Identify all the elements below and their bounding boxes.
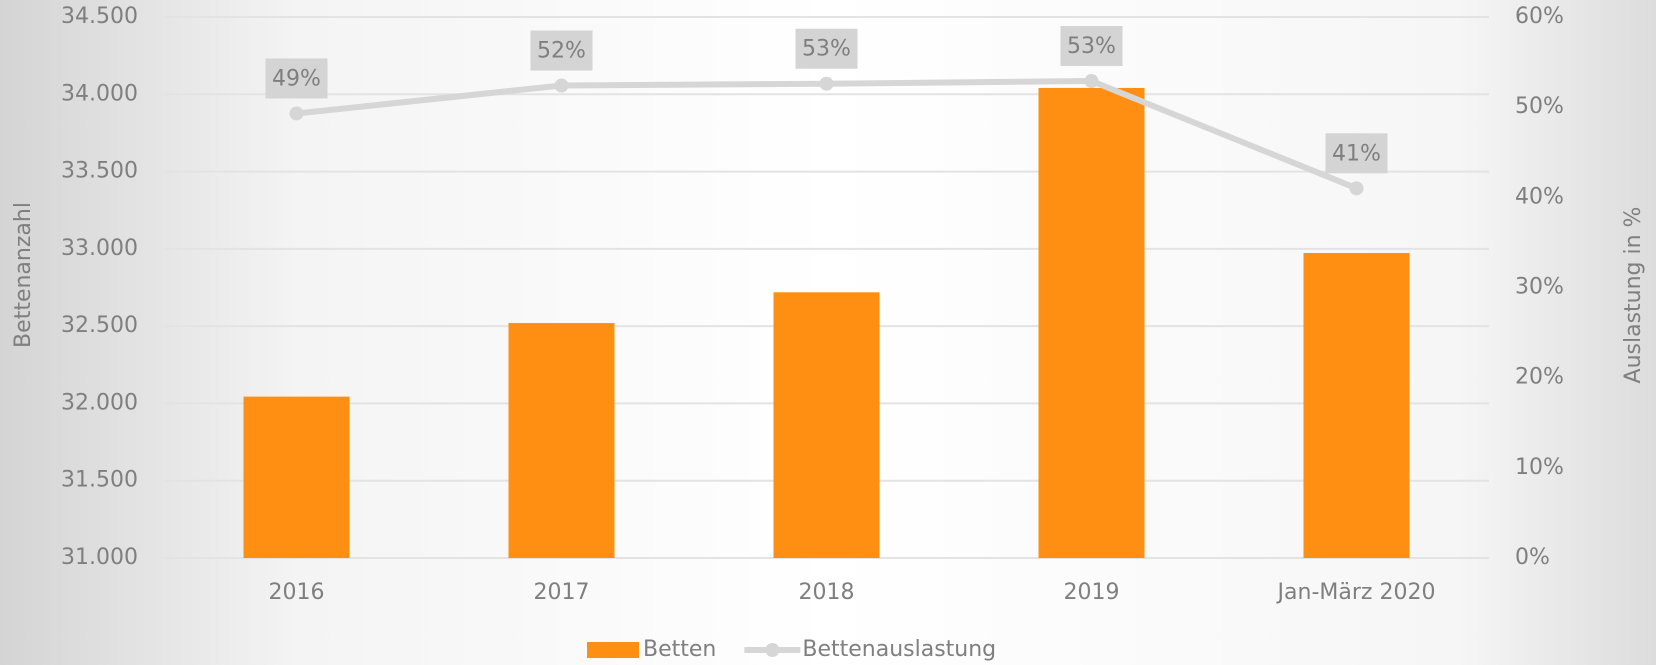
data-label-box — [1060, 26, 1123, 67]
data-label: 49% — [272, 66, 321, 91]
x-tick-label: Jan-März 2020 — [1276, 580, 1436, 605]
y2-tick-label: 50% — [1515, 94, 1564, 119]
y-tick-label: 33.500 — [61, 159, 138, 184]
legend-label: Betten — [643, 637, 716, 662]
y2-tick-label: 60% — [1515, 4, 1564, 29]
x-tick-label: 2016 — [269, 580, 325, 605]
x-tick-label: 2019 — [1064, 580, 1120, 605]
y2-tick-label: 20% — [1515, 365, 1564, 390]
line-marker — [289, 106, 304, 121]
data-label-box — [530, 30, 593, 71]
data-label-box — [1325, 133, 1388, 174]
legend-label: Bettenauslastung — [802, 637, 996, 662]
y2-axis-title: Auslastung in % — [1621, 207, 1646, 384]
line-marker — [1349, 181, 1364, 196]
y-tick-label: 34.000 — [61, 81, 138, 106]
y2-tick-label: 10% — [1515, 455, 1564, 480]
line-marker — [1084, 74, 1099, 89]
bar — [773, 292, 880, 558]
legend-swatch — [765, 643, 780, 657]
y-tick-label: 34.500 — [61, 4, 138, 29]
data-label: 53% — [802, 37, 851, 62]
bar — [508, 323, 615, 558]
y-tick-label: 31.000 — [61, 545, 138, 570]
y-tick-label: 32.000 — [61, 390, 138, 415]
y2-tick-label: 40% — [1515, 184, 1564, 209]
x-tick-label: 2018 — [799, 580, 855, 605]
line-marker — [554, 78, 569, 93]
y2-tick-label: 0% — [1515, 545, 1550, 570]
y-tick-label: 33.000 — [61, 236, 138, 261]
x-tick-label: 2017 — [534, 580, 590, 605]
bar — [1038, 87, 1145, 558]
line-marker — [819, 76, 834, 91]
data-label-box — [795, 28, 858, 69]
y-tick-label: 32.500 — [61, 313, 138, 338]
bar — [243, 396, 350, 558]
data-label: 41% — [1332, 141, 1381, 166]
data-label-box — [265, 58, 328, 99]
data-label: 53% — [1067, 34, 1116, 59]
bar — [1303, 253, 1410, 558]
y-tick-label: 31.500 — [61, 468, 138, 493]
y-axis-title: Bettenanzahl — [11, 202, 36, 348]
data-label: 52% — [537, 39, 586, 64]
legend-swatch — [587, 642, 639, 658]
y2-tick-label: 30% — [1515, 275, 1564, 300]
